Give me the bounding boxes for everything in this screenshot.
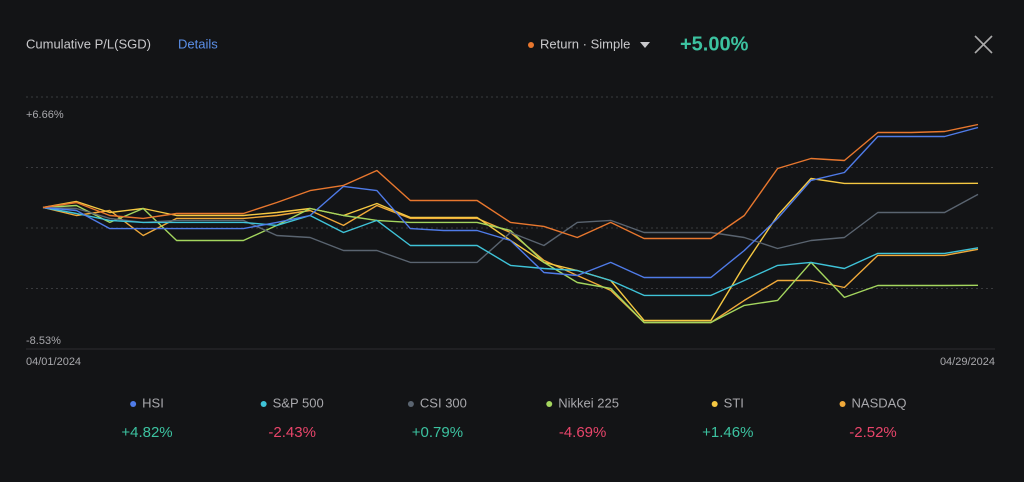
legend-label: STI <box>724 395 744 410</box>
series-line <box>42 126 979 279</box>
legend-label: NASDAQ <box>852 395 907 410</box>
legend-dot <box>260 401 267 407</box>
legend-value: -2.43% <box>268 424 316 441</box>
legend-label: S&P 500 <box>273 395 324 410</box>
legend-value: +0.79% <box>412 424 463 441</box>
close-button[interactable] <box>974 35 993 54</box>
legend-dot <box>407 401 414 407</box>
y-tick-label: -8.53% <box>26 335 61 347</box>
close-icon[interactable] <box>974 35 993 54</box>
chart-title: Cumulative P/L(SGD) <box>26 36 151 51</box>
legend-label: HSI <box>142 395 164 410</box>
x-tick-label: 04/29/2024 <box>940 356 995 368</box>
legend-dot <box>130 401 137 407</box>
series-line <box>42 204 979 324</box>
legend-dot <box>546 401 553 407</box>
legend-label: CSI 300 <box>420 395 467 410</box>
dropdown-arrow[interactable] <box>640 42 650 48</box>
return-selector[interactable]: Return · Simple <box>540 36 630 51</box>
legend-value: +1.46% <box>702 424 753 441</box>
legend-value: -2.52% <box>849 424 897 441</box>
legend-value: +4.82% <box>121 424 172 441</box>
x-tick-label: 04/01/2024 <box>26 356 81 368</box>
series-line <box>42 206 979 297</box>
return-value: +5.00% <box>680 33 749 55</box>
return-dot <box>528 42 534 48</box>
details-link[interactable]: Details <box>178 36 218 51</box>
series-line <box>42 123 979 240</box>
series-line <box>42 193 979 264</box>
legend-label: Nikkei 225 <box>558 395 619 410</box>
legend-dot <box>711 401 718 407</box>
y-tick-label: +6.66% <box>26 109 64 121</box>
legend-value: -4.69% <box>559 424 607 441</box>
legend-dot <box>839 401 846 407</box>
